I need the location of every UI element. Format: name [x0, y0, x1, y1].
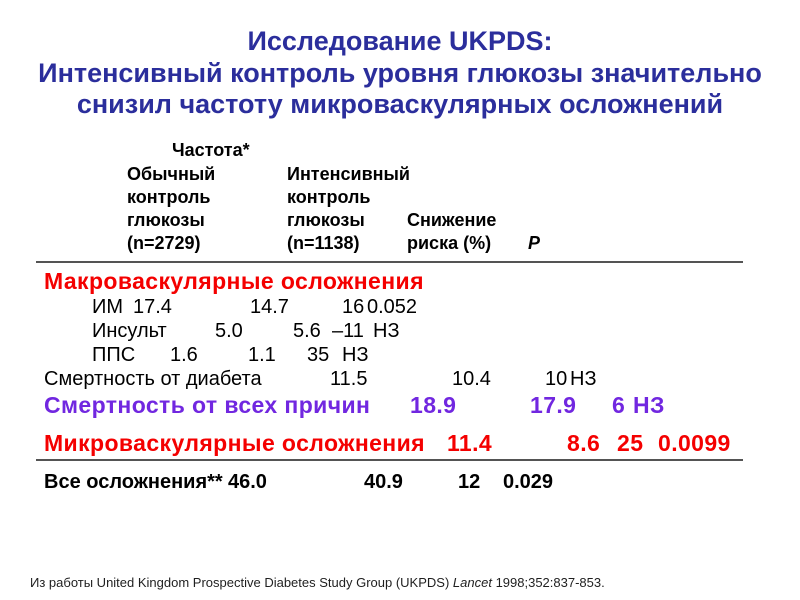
cell-risk: 6 — [612, 392, 626, 418]
divider-top — [36, 261, 743, 263]
cell-risk: 10 — [545, 368, 568, 390]
table-row-all-cause-mortality: Смертность от всех причин 18.9 17.9 6 НЗ — [0, 392, 800, 418]
header-line: глюкозы — [287, 210, 365, 230]
header-intensive-control: Интенсивный контроль глюкозы (n=1138) — [287, 163, 410, 255]
header-line: Обычный — [127, 164, 216, 184]
cell-risk: 25 — [617, 430, 644, 456]
table-row-microvascular: Микроваскулярные осложнения 11.4 8.6 25 … — [0, 430, 800, 456]
citation-journal: Lancet — [452, 575, 492, 590]
header-line: контроль — [287, 187, 371, 207]
table-row-pps: ППС 1.6 1.1 35 НЗ — [0, 344, 800, 370]
cell-p: 0.052 — [367, 296, 418, 318]
cell-p: 0.0099 — [658, 430, 731, 456]
cell-conventional: 1.6 — [170, 344, 198, 366]
citation-suffix: 1998;352:837-853. — [491, 575, 605, 590]
cell-intensive: 1.1 — [248, 344, 276, 366]
header-line: риска (%) — [407, 233, 492, 253]
cell-conventional: 46.0 — [228, 471, 267, 493]
cell-risk: –11 — [332, 320, 364, 342]
cell-intensive: 14.7 — [250, 296, 289, 318]
header-conventional-control: Обычный контроль глюкозы (n=2729) — [127, 163, 215, 255]
row-label: Все осложнения** — [44, 471, 223, 493]
row-label: Микроваскулярные осложнения — [44, 430, 425, 456]
cell-p: НЗ — [633, 392, 665, 418]
cell-intensive: 17.9 — [530, 392, 577, 418]
header-line: контроль — [127, 187, 211, 207]
cell-conventional: 18.9 — [410, 392, 457, 418]
cell-intensive: 10.4 — [452, 368, 491, 390]
cell-conventional: 17.4 — [133, 296, 172, 318]
header-line: глюкозы — [127, 210, 205, 230]
header-line: (n=2729) — [127, 233, 201, 253]
cell-p: НЗ — [373, 320, 400, 342]
cell-intensive: 40.9 — [364, 471, 403, 493]
header-line: Снижение — [407, 210, 497, 230]
cell-risk: 16 — [342, 296, 365, 318]
row-label: Смертность от диабета — [44, 368, 262, 390]
cell-risk: 12 — [458, 471, 481, 493]
cell-risk: 35 — [307, 344, 330, 366]
section-label: Макроваскулярные осложнения — [44, 268, 424, 294]
table-row-all-endpoints: Все осложнения** 46.0 40.9 12 0.029 — [0, 471, 800, 497]
cell-conventional: 5.0 — [215, 320, 243, 342]
cell-p: НЗ — [570, 368, 597, 390]
cell-p: НЗ — [342, 344, 369, 366]
row-label: Смертность от всех причин — [44, 392, 371, 418]
table-row-diabetes-mortality: Смертность от диабета 11.5 10.4 10 НЗ — [0, 368, 800, 394]
divider-bottom — [36, 459, 743, 461]
header-line: (n=1138) — [287, 233, 360, 253]
title-line-3: снизил частоту микроваскулярных осложнен… — [76, 89, 724, 119]
cell-conventional: 11.4 — [447, 430, 493, 456]
header-line: Интенсивный — [287, 164, 410, 184]
cell-intensive: 5.6 — [293, 320, 321, 342]
table-row-stroke: Инсульт 5.0 5.6 –11 НЗ — [0, 320, 800, 346]
table-row-mi: ИМ 17.4 14.7 16 0.052 — [0, 296, 800, 322]
cell-intensive: 8.6 — [567, 430, 601, 456]
row-label: ППС — [92, 344, 136, 366]
citation-prefix: Из работы United Kingdom Prospective Dia… — [30, 575, 453, 590]
header-frequency: Частота* — [172, 140, 250, 160]
cell-conventional: 11.5 — [330, 368, 368, 390]
row-label: Инсульт — [92, 320, 167, 342]
slide-title: Исследование UKPDS: Интенсивный контроль… — [0, 26, 800, 121]
header-p-value: P — [528, 233, 541, 253]
cell-p: 0.029 — [503, 471, 554, 493]
title-line-1: Исследование UKPDS: — [247, 26, 553, 56]
title-line-2: Интенсивный контроль уровня глюкозы знач… — [38, 57, 762, 88]
table-row-macrovascular-section: Макроваскулярные осложнения — [0, 268, 800, 294]
row-label: ИМ — [92, 296, 124, 318]
header-risk-reduction: Снижение риска (%) — [407, 209, 496, 255]
citation: Из работы United Kingdom Prospective Dia… — [30, 575, 770, 590]
